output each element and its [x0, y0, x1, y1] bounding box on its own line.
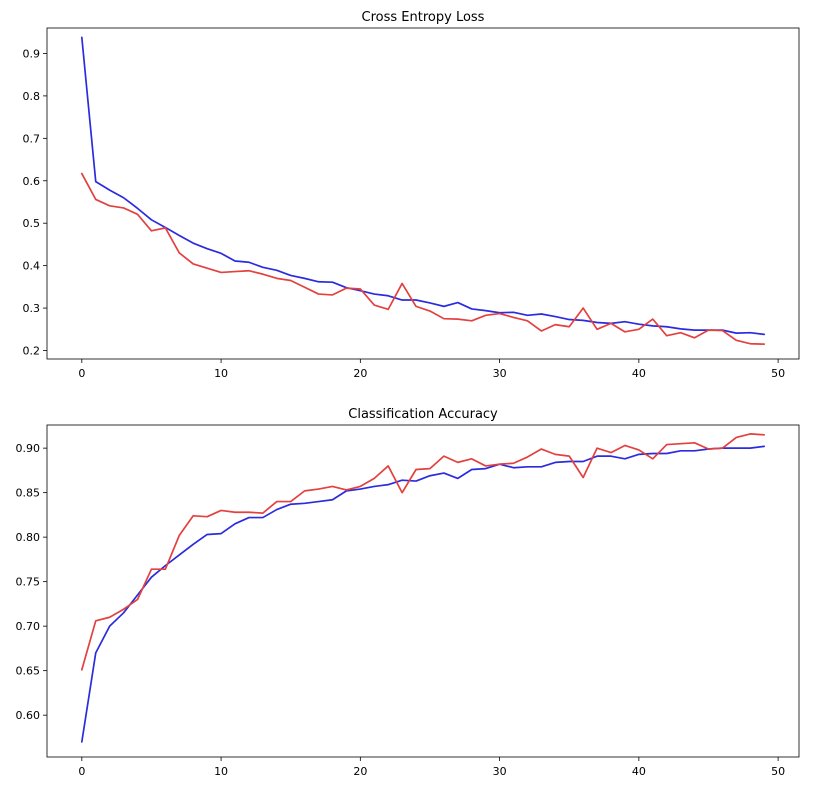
- accuracy-y-tick-label: 0.60: [16, 709, 41, 722]
- loss-y-tick-label: 0.8: [23, 90, 41, 103]
- accuracy-y-tick-label: 0.90: [16, 442, 41, 455]
- accuracy-y-tick-label: 0.85: [16, 487, 41, 500]
- accuracy-x-tick-label: 0: [78, 765, 85, 778]
- accuracy-x-tick-label: 50: [771, 765, 785, 778]
- accuracy-series-red-line: [80, 433, 766, 671]
- loss-x-tick-label: 30: [493, 367, 507, 380]
- accuracy-chart-title: Classification Accuracy: [348, 407, 498, 422]
- accuracy-y-tick-label: 0.65: [16, 665, 41, 678]
- accuracy-y-tick-label: 0.70: [16, 620, 41, 633]
- loss-x-tick-label: 50: [771, 367, 785, 380]
- accuracy-y-tick-label: 0.75: [16, 576, 41, 589]
- loss-y-tick-label: 0.5: [23, 217, 41, 230]
- loss-y-tick-label: 0.6: [23, 175, 41, 188]
- loss-y-tick-label: 0.2: [23, 345, 41, 358]
- loss-x-tick-label: 0: [78, 367, 85, 380]
- accuracy-x-tick-label: 20: [353, 765, 367, 778]
- accuracy-series-blue-line: [80, 445, 766, 743]
- loss-axes-frame: [46, 27, 800, 360]
- accuracy-x-tick-label: 30: [493, 765, 507, 778]
- accuracy-axes-frame: [46, 424, 800, 758]
- loss-y-tick-label: 0.3: [23, 302, 41, 315]
- accuracy-x-tick-label: 40: [632, 765, 646, 778]
- loss-series-red-line: [80, 172, 766, 345]
- loss-y-tick-label: 0.9: [23, 47, 41, 60]
- accuracy-y-tick-label: 0.80: [16, 531, 41, 544]
- accuracy-chart: Classification Accuracy 0 10 20 30 40 50 0.60 0…: [16, 407, 800, 778]
- loss-series-blue-line: [80, 36, 766, 336]
- accuracy-x-tick-label: 10: [214, 765, 228, 778]
- loss-x-tick-label: 20: [353, 367, 367, 380]
- loss-chart-title: Cross Entropy Loss: [362, 10, 485, 25]
- loss-x-tick-label: 40: [632, 367, 646, 380]
- loss-y-tick-label: 0.7: [23, 132, 41, 145]
- loss-chart: Cross Entropy Loss 0 10 20 30 40 50 0.2 0.3 0.4 0…: [23, 10, 800, 380]
- loss-x-tick-label: 10: [214, 367, 228, 380]
- loss-y-tick-label: 0.4: [23, 260, 41, 273]
